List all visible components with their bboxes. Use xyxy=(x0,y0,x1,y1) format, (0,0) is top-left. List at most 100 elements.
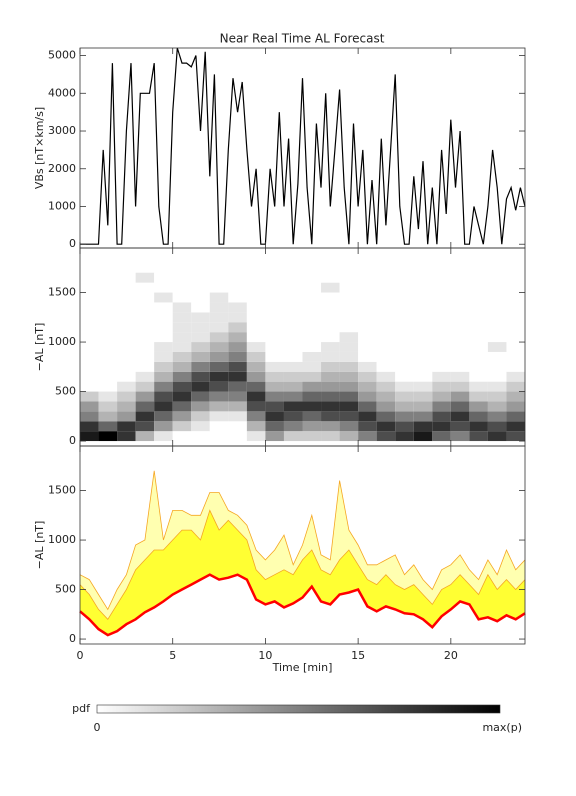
heat-cell xyxy=(339,342,359,352)
heat-cell xyxy=(228,332,247,343)
heat-cell xyxy=(228,381,247,392)
heat-cell xyxy=(265,421,284,432)
heat-cell xyxy=(265,322,284,333)
heat-cell xyxy=(413,381,433,392)
heat-cell xyxy=(154,351,173,362)
heat-cell xyxy=(172,272,192,283)
colorbar-min: 0 xyxy=(94,721,101,734)
heat-cell xyxy=(321,282,340,293)
heat-cell xyxy=(172,431,192,442)
heat-cell xyxy=(265,342,284,352)
heat-cell xyxy=(80,282,99,293)
heat-cell xyxy=(432,282,451,293)
heat-cell xyxy=(413,391,433,402)
heat-cell xyxy=(172,401,192,412)
heat-cell xyxy=(135,282,155,293)
heat-cell xyxy=(358,411,377,422)
heat-cell xyxy=(117,391,136,402)
heat-cell xyxy=(413,272,433,283)
heat-cell xyxy=(321,342,340,352)
heat-cell xyxy=(321,302,340,313)
heat-cell xyxy=(469,391,488,402)
heat-cell xyxy=(246,302,266,313)
heat-cell xyxy=(450,391,470,402)
heat-cell xyxy=(432,292,451,303)
heat-cell xyxy=(265,411,284,422)
heat-cell xyxy=(469,351,488,362)
heat-cell xyxy=(487,421,507,432)
heat-cell xyxy=(413,302,433,313)
heat-cell xyxy=(395,282,414,293)
heat-cell xyxy=(432,421,451,432)
heat-cell xyxy=(413,371,433,382)
heat-cell xyxy=(117,312,136,323)
heat-cell xyxy=(321,431,340,442)
heat-cell xyxy=(358,342,377,352)
heat-cell xyxy=(117,302,136,313)
heat-cell xyxy=(321,332,340,343)
heat-cell xyxy=(228,272,247,283)
heat-cell xyxy=(228,421,247,432)
heat-cell xyxy=(80,312,99,323)
heat-cell xyxy=(376,391,396,402)
heat-cell xyxy=(135,322,155,333)
heat-cell xyxy=(154,292,173,303)
heat-cell xyxy=(358,282,377,293)
heat-cell xyxy=(413,351,433,362)
heat-cell xyxy=(339,371,359,382)
heat-cell xyxy=(246,332,266,343)
heat-cell xyxy=(339,351,359,362)
heat-cell xyxy=(154,391,173,402)
heat-cell xyxy=(450,292,470,303)
heat-cell xyxy=(413,282,433,293)
heat-cell xyxy=(98,272,118,283)
heat-cell xyxy=(376,401,396,412)
heat-cell xyxy=(432,332,451,343)
heat-cell xyxy=(358,312,377,323)
heat-cell xyxy=(413,322,433,333)
colorbar xyxy=(96,704,501,714)
heat-cell xyxy=(172,381,192,392)
heat-cell xyxy=(432,411,451,422)
heat-cell xyxy=(80,342,99,352)
heat-cell xyxy=(191,292,210,303)
heat-cell xyxy=(432,431,451,442)
heat-cell xyxy=(358,431,377,442)
heat-cell xyxy=(376,371,396,382)
heat-cell xyxy=(395,322,414,333)
plot-frame xyxy=(79,445,526,645)
heat-cell xyxy=(339,431,359,442)
heat-cell xyxy=(283,381,303,392)
heat-cell xyxy=(395,342,414,352)
x-tick-label: 5 xyxy=(169,649,176,662)
heat-cell xyxy=(487,391,507,402)
heat-cell xyxy=(135,292,155,303)
heat-cell xyxy=(98,381,118,392)
heat-cell xyxy=(395,272,414,283)
heat-cell xyxy=(265,292,284,303)
heat-cell xyxy=(302,332,322,343)
heat-cell xyxy=(154,371,173,382)
heat-cell xyxy=(450,282,470,293)
heat-cell xyxy=(302,411,322,422)
heat-cell xyxy=(395,292,414,303)
heat-cell xyxy=(228,312,247,323)
heat-cell xyxy=(191,322,210,333)
heat-cell xyxy=(450,351,470,362)
y-axis-label: VBs [nT×km/s] xyxy=(33,107,46,189)
heat-cell xyxy=(487,431,507,442)
heat-cell xyxy=(432,401,451,412)
heat-cell xyxy=(246,361,266,372)
heat-cell xyxy=(283,411,303,422)
heat-cell xyxy=(80,411,99,422)
heat-cell xyxy=(154,272,173,283)
heat-cell xyxy=(487,411,507,422)
y-tick-label: 0 xyxy=(69,632,76,645)
heat-cell xyxy=(265,302,284,313)
heat-cell xyxy=(450,302,470,313)
y-tick-label: 500 xyxy=(55,385,76,398)
heat-cell xyxy=(339,272,359,283)
heat-cell xyxy=(395,401,414,412)
heat-cell xyxy=(321,411,340,422)
